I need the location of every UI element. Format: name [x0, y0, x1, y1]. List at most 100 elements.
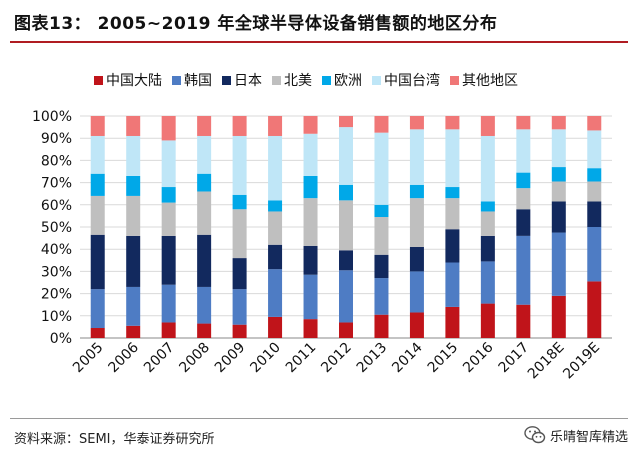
source-note: 资料来源：SEMI，华泰证券研究所	[14, 432, 215, 447]
bar-segment-6-2009	[232, 116, 247, 136]
bar-segment-4-2007	[161, 187, 176, 203]
bar-segment-2-2019E	[587, 201, 602, 227]
bar-segment-0-2015	[445, 306, 460, 338]
watermark-label: 乐晴智库精选	[549, 429, 628, 445]
bar-segment-4-2009	[232, 194, 247, 210]
legend-label-5: 中国台湾	[384, 72, 440, 89]
x-tick-label: 2005	[70, 340, 107, 377]
x-axis: 2005200620072008200920102011201220132014…	[70, 339, 603, 382]
bar-segment-5-2016	[480, 135, 495, 202]
bar-segment-6-2014	[409, 116, 424, 130]
bar-segment-5-2010	[268, 135, 283, 201]
bar-segment-0-2013	[374, 314, 389, 338]
bar-segment-5-2015	[445, 129, 460, 188]
footer-divider	[10, 418, 628, 419]
x-tick-label: 2009	[212, 340, 249, 377]
bar-segment-1-2018E	[551, 232, 566, 296]
bar-segment-2-2008	[197, 234, 212, 287]
bar-segment-1-2015	[445, 262, 460, 307]
bar-segment-1-2012	[339, 270, 353, 323]
legend-swatch-1	[172, 76, 181, 85]
bar-segment-6-2012	[339, 116, 353, 128]
bar-segment-3-2018E	[551, 181, 566, 202]
bar-segment-0-2014	[409, 312, 424, 338]
x-tick-label: 2011	[283, 340, 320, 377]
x-tick-label: 2006	[106, 339, 143, 376]
legend-swatch-4	[322, 76, 331, 85]
bar-segment-0-2006	[126, 325, 141, 338]
bar-segment-3-2011	[303, 198, 318, 246]
bar-segment-6-2010	[268, 116, 283, 136]
bar-segment-5-2012	[339, 127, 353, 185]
bar-segment-0-2018E	[551, 295, 566, 338]
title-divider	[10, 41, 628, 43]
legend-label-1: 韩国	[184, 73, 212, 89]
bar-segment-0-2008	[197, 323, 212, 338]
y-tick-label: 100%	[32, 109, 72, 125]
bar-segment-1-2011	[303, 274, 318, 320]
bar-segment-3-2012	[339, 200, 353, 251]
x-tick-label: 2015	[425, 340, 462, 377]
legend-label-6: 其他地区	[462, 73, 518, 89]
bar-segment-0-2007	[161, 322, 176, 338]
x-tick-label: 2018E	[525, 340, 568, 383]
bar-segment-4-2019E	[587, 168, 602, 182]
bar-segment-5-2019E	[587, 130, 602, 169]
bar-segment-4-2011	[303, 175, 318, 199]
y-tick-label: 40%	[41, 242, 72, 258]
bar-segment-0-2011	[303, 319, 318, 338]
bar-segment-4-2018E	[551, 167, 566, 182]
bar-segment-5-2008	[197, 135, 212, 174]
legend-label-4: 欧洲	[334, 73, 362, 89]
bar-segment-2-2018E	[551, 201, 566, 233]
legend-swatch-0	[94, 76, 103, 85]
bar-segment-6-2018E	[551, 116, 566, 130]
y-tick-label: 60%	[41, 198, 72, 214]
legend-label-2: 日本	[234, 73, 262, 89]
bar-segment-3-2015	[445, 198, 460, 230]
bar-segment-3-2007	[161, 202, 176, 236]
bar-segment-3-2008	[197, 191, 212, 235]
bar-segment-2-2011	[303, 245, 318, 275]
bar-segment-5-2007	[161, 140, 176, 188]
bar-segment-4-2016	[480, 201, 495, 212]
bar-segment-2-2012	[339, 250, 353, 271]
bar-segment-5-2005	[90, 135, 105, 174]
bar-segment-2-2017	[516, 209, 531, 236]
y-tick-label: 70%	[41, 176, 72, 192]
bar-segment-4-2014	[409, 184, 424, 199]
bar-segment-1-2019E	[587, 227, 602, 282]
chart-title: 图表13： 2005~2019 年全球半导体设备销售额的地区分布	[14, 14, 498, 34]
bar-segment-0-2019E	[587, 281, 602, 338]
legend-label-3: 北美	[284, 73, 312, 89]
legend-swatch-6	[450, 76, 459, 85]
bar-segment-1-2006	[126, 286, 141, 326]
bar-segment-3-2006	[126, 195, 141, 236]
bar-segment-2-2007	[161, 235, 176, 285]
bar-segment-6-2006	[126, 116, 141, 136]
bar-segment-2-2010	[268, 244, 283, 270]
x-tick-label: 2014	[389, 339, 426, 376]
bar-segment-4-2005	[90, 173, 105, 196]
bar-segment-2-2015	[445, 229, 460, 263]
bar-segment-0-2005	[90, 328, 105, 338]
x-tick-label: 2010	[247, 340, 284, 377]
bar-segment-6-2008	[197, 116, 212, 136]
bar-segment-4-2017	[516, 172, 531, 189]
bar-segment-4-2015	[445, 187, 460, 199]
x-tick-label: 2016	[460, 339, 497, 376]
figure-header: 图表13： 2005~2019 年全球半导体设备销售额的地区分布	[0, 0, 640, 44]
bar-segment-3-2009	[232, 209, 247, 259]
y-tick-label: 10%	[41, 309, 72, 325]
bar-segment-6-2011	[303, 116, 318, 134]
bar-segment-6-2017	[516, 116, 531, 130]
bar-segment-1-2010	[268, 269, 283, 317]
x-tick-label: 2007	[141, 340, 178, 377]
y-tick-label: 90%	[41, 131, 72, 147]
bar-segment-1-2016	[480, 261, 495, 304]
bar-segment-5-2017	[516, 129, 531, 173]
bar-segment-2-2009	[232, 258, 247, 290]
y-tick-label: 0%	[50, 331, 72, 347]
y-tick-label: 80%	[41, 153, 72, 169]
bar-segment-2-2014	[409, 246, 424, 272]
